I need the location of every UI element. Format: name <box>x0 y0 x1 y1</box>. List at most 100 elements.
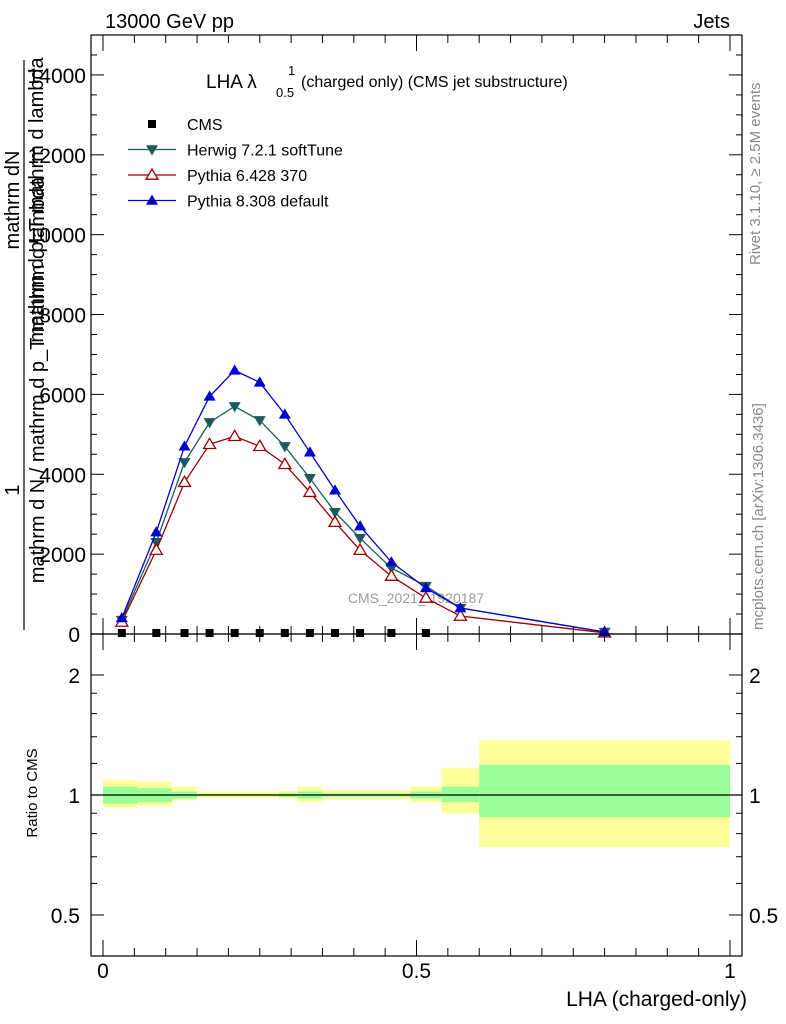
series-point <box>178 458 191 469</box>
ratio-y-ticks: 0.5 0.5 1 1 2 2 <box>51 665 778 928</box>
series-point <box>303 474 316 485</box>
series-point <box>202 437 217 450</box>
series-point <box>418 590 434 603</box>
ratio-y-tick-label-right: 0.5 <box>749 905 778 928</box>
series-point <box>252 439 267 452</box>
ratio-y-tick-label-left: 2 <box>68 665 80 688</box>
series-point <box>387 629 396 637</box>
main-x-ticks <box>102 35 731 634</box>
plot-title: LHA λ 1 0.5 (charged only) (CMS jet subs… <box>206 63 568 100</box>
series-point <box>453 608 468 621</box>
legend-marker <box>146 194 158 205</box>
ratio-y-tick-label-left: 1 <box>68 785 80 808</box>
ratio-x-tick-label: 1 <box>724 960 736 983</box>
series-point <box>385 556 398 567</box>
legend-label: Pythia 8.308 default <box>187 194 329 211</box>
series-line <box>121 435 605 634</box>
rivet-label: Rivet 3.1.10, ≥ 2.5M events <box>747 83 764 266</box>
series-point <box>384 568 399 581</box>
main-y-tick-label: 10000 <box>28 225 86 248</box>
ratio-y-tick-label-right: 1 <box>749 785 761 808</box>
series-point <box>303 446 316 457</box>
series-point <box>177 474 192 488</box>
series-point <box>203 390 216 401</box>
ratio-x-ticks: 0 0.5 1 <box>97 634 736 983</box>
series-point <box>227 429 242 442</box>
legend-label: Herwig 7.2.1 softTune <box>187 143 343 160</box>
series-point <box>454 602 467 613</box>
series-point <box>305 629 314 637</box>
main-series <box>114 364 612 639</box>
series-point <box>277 457 292 470</box>
title-sup: 1 <box>288 63 295 78</box>
legend-marker <box>146 145 158 156</box>
title-main: LHA λ <box>206 72 257 93</box>
main-y-ticks: 2000 4000 6000 8000 10000 12000 14000 0 <box>28 34 742 647</box>
header-jets: Jets <box>693 11 730 33</box>
series-point <box>180 629 189 637</box>
ratio-y-tick-label-right: 2 <box>749 665 761 688</box>
series-point <box>278 408 291 419</box>
main-y-tick-label: 8000 <box>39 305 86 328</box>
series-point <box>152 629 161 637</box>
series-line <box>121 369 605 633</box>
legend: CMS Herwig 7.2.1 softTune Pythia 6.428 370… <box>128 117 343 211</box>
series-point <box>253 376 266 387</box>
main-y-tick-label: 12000 <box>28 145 86 168</box>
series-point <box>419 582 432 593</box>
ratio-x-tick-label: 0.5 <box>402 960 431 983</box>
series-point <box>205 629 214 637</box>
series-point <box>354 520 367 531</box>
ratio-band-inner <box>441 786 480 803</box>
ratio-band-inner <box>479 764 730 818</box>
series-point <box>203 418 216 429</box>
series-point <box>328 508 341 519</box>
series-point <box>280 629 289 637</box>
ratio-panel: 0.5 0.51 12 2 0 0.5 1 Ratio to CMS LHA (charg… <box>24 633 778 1011</box>
series-point <box>302 484 318 498</box>
legend-label: Pythia 6.428 370 <box>187 168 307 185</box>
series-point <box>255 629 264 637</box>
series-point <box>117 629 126 637</box>
series-point <box>327 514 343 528</box>
main-y-tick-label: 14000 <box>28 65 86 88</box>
ylabel-dn: mathrm dN <box>2 151 24 250</box>
title-rest: (charged only) (CMS jet substructure) <box>301 74 568 91</box>
series-point <box>115 612 128 623</box>
legend-label: CMS <box>187 117 223 134</box>
ratio-y-tick-label-left: 0.5 <box>51 905 80 928</box>
ratio-x-tick-label: 0 <box>97 960 109 983</box>
main-y-tick-label: 2000 <box>39 544 86 567</box>
series-point <box>330 629 339 637</box>
ylabel-one: 1 <box>2 484 24 495</box>
ratio-bands <box>103 740 730 848</box>
main-y-tick-label-zero: 0 <box>68 624 80 647</box>
mcplots-label: mcplots.cern.ch [arXiv:1306.3436] <box>750 403 767 630</box>
series-point <box>328 484 341 495</box>
series-point <box>253 416 266 427</box>
series-point <box>354 533 367 545</box>
ylabel-denominator: mathrm d N / mathrm d p_T mathrm d lambd… <box>27 176 49 583</box>
series-point <box>228 364 241 375</box>
series-point <box>178 440 191 451</box>
ratio-y-label: Ratio to CMS <box>24 748 41 837</box>
legend-marker <box>148 120 156 128</box>
series-point <box>230 629 239 637</box>
main-y-tick-label: 4000 <box>39 464 86 487</box>
series-point <box>149 542 164 555</box>
main-y-tick-label: 6000 <box>39 384 86 407</box>
series-point <box>356 629 365 637</box>
series-point <box>421 629 430 637</box>
ylabel-overlay: mathrm d p_T mathrm d lambda <box>26 56 48 342</box>
legend-marker <box>144 167 160 180</box>
series-point <box>278 442 291 453</box>
main-y-label: 1 mathrm dN mathrm d N / mathrm d p_T ma… <box>2 56 49 630</box>
header-energy: 13000 GeV pp <box>105 11 234 33</box>
series-point <box>352 542 368 555</box>
x-axis-label: LHA (charged-only) <box>566 988 747 1011</box>
series-point <box>228 402 241 413</box>
series-point <box>150 526 163 537</box>
title-sub: 0.5 <box>276 85 294 100</box>
